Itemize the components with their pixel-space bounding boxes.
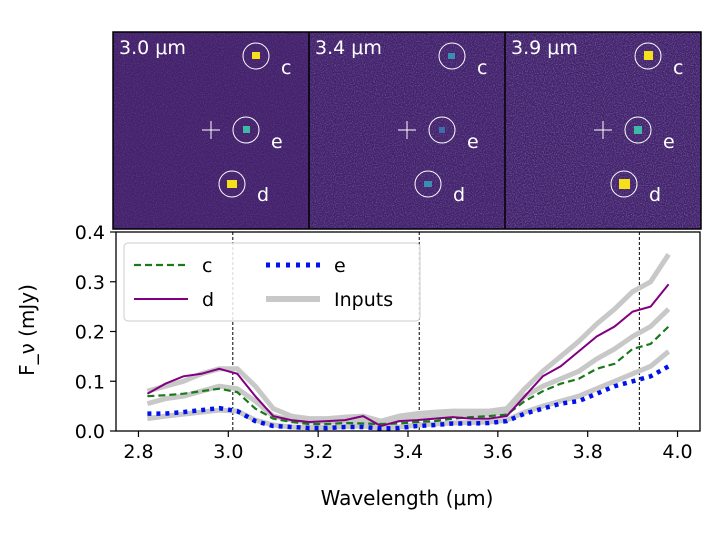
- series-line-inputs: [146, 253, 671, 424]
- planet-d-circle: [218, 170, 246, 198]
- planet-d-circle: [610, 170, 638, 198]
- planet-c-label: c: [477, 57, 487, 79]
- vertical-markers: [232, 232, 640, 431]
- legend: c d e Inputs: [123, 242, 421, 322]
- planet-c-label: c: [281, 57, 291, 79]
- planet-c-circle: [634, 42, 662, 70]
- planet-c-circle: [242, 42, 270, 70]
- planet-d-label: d: [649, 184, 661, 206]
- planet-e-label: e: [663, 131, 675, 153]
- planet-e-label: e: [467, 131, 479, 153]
- planet-c-circle: [438, 42, 466, 70]
- planet-c-source: [448, 53, 455, 59]
- x-tick-label: 4.0: [662, 441, 692, 463]
- y-tick-label: 0.0: [75, 421, 105, 443]
- planet-d-label: d: [453, 184, 465, 206]
- series-layer: [146, 253, 671, 431]
- x-tick-label: 2.8: [123, 441, 153, 463]
- planet-e-circle: [428, 116, 456, 144]
- y-tick-label: 0.3: [75, 272, 105, 294]
- series-line-e: [147, 364, 670, 431]
- x-axis-ticks: 2.8 3.0 3.2 3.4 3.6 3.8 4.0: [123, 431, 693, 463]
- x-tick-label: 3.6: [483, 441, 513, 463]
- spectrum-chart: 2.8 3.0 3.2 3.4 3.6 3.8 4.0 0.0 0.1 0.2 0.3 0.4 Wa…: [15, 222, 701, 510]
- planet-e-label: e: [271, 131, 283, 153]
- planet-e-circle: [624, 116, 652, 144]
- image-panels: 3.0 μm c e d 3.4 μm c e: [112, 31, 702, 230]
- panel-3-4um: 3.4 μm c e d: [309, 32, 505, 229]
- planet-c-source: [252, 52, 260, 59]
- series-line-inputs: [146, 307, 671, 426]
- x-tick-label: 3.8: [573, 441, 603, 463]
- y-tick-label: 0.2: [75, 322, 105, 344]
- y-tick-label: 0.1: [75, 371, 105, 393]
- x-tick-label: 3.0: [213, 441, 243, 463]
- legend-label-d: d: [202, 289, 214, 311]
- y-tick-label: 0.4: [75, 222, 105, 244]
- legend-label-c: c: [202, 255, 212, 277]
- panel-label: 3.0 μm: [119, 37, 186, 59]
- planet-d-label: d: [257, 184, 269, 206]
- legend-label-inputs: Inputs: [334, 289, 393, 311]
- panel-3-9um: 3.9 μm c e d: [505, 32, 701, 229]
- series-line-d: [146, 283, 670, 428]
- y-axis-label: F_ν (mJy): [15, 284, 39, 376]
- planet-e-source: [634, 126, 642, 134]
- planet-c-source: [644, 51, 653, 60]
- panel-label: 3.9 μm: [511, 37, 578, 59]
- planet-d-circle: [414, 170, 442, 198]
- x-axis-label: Wavelength (μm): [321, 486, 494, 510]
- series-line-c: [147, 325, 670, 426]
- planet-d-source: [424, 181, 432, 187]
- panel-label: 3.4 μm: [315, 37, 382, 59]
- panels-frame: [112, 31, 702, 230]
- planet-e-source: [243, 126, 250, 133]
- x-tick-label: 3.4: [393, 441, 423, 463]
- legend-box: [123, 242, 421, 322]
- planet-c-label: c: [673, 57, 683, 79]
- planet-e-source: [439, 127, 445, 133]
- planet-d-source: [227, 180, 237, 188]
- y-axis-ticks: 0.0 0.1 0.2 0.3 0.4: [75, 222, 116, 443]
- planet-e-circle: [232, 116, 260, 144]
- panel-3-0um: 3.0 μm c e d: [113, 32, 309, 229]
- legend-label-e: e: [334, 255, 346, 277]
- planet-d-source: [619, 179, 630, 189]
- x-tick-label: 3.2: [303, 441, 333, 463]
